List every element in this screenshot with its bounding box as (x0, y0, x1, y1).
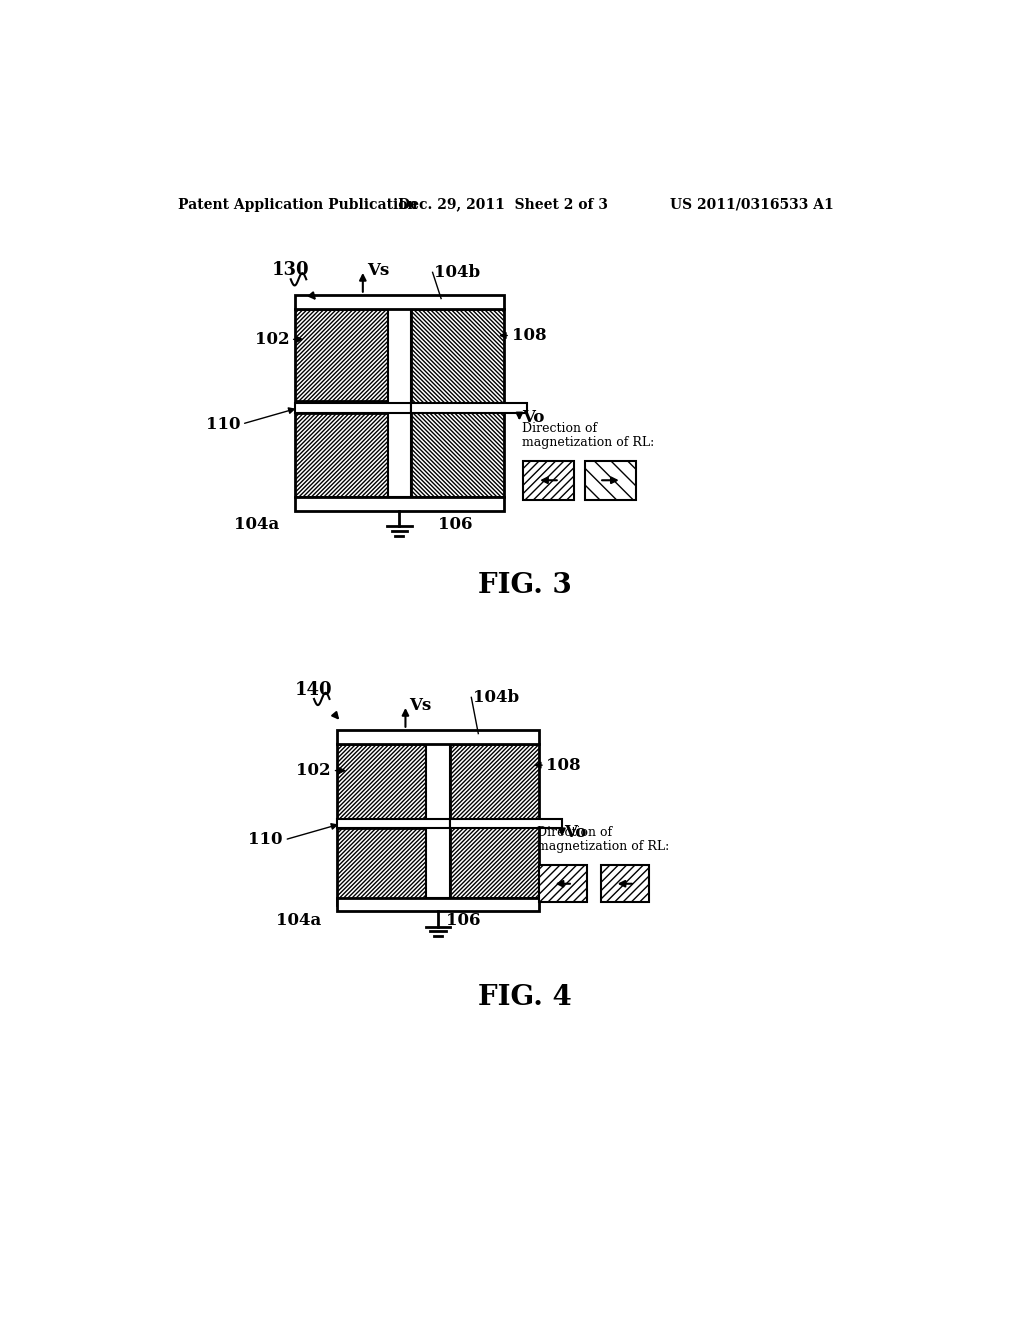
Bar (450, 743, 539, 898)
Text: Direction of: Direction of (538, 826, 612, 840)
Text: US 2011/0316533 A1: US 2011/0316533 A1 (671, 198, 835, 211)
Bar (295, 412, 388, 498)
Text: 110: 110 (206, 416, 241, 433)
Bar (388, 309, 411, 498)
Bar (295, 294, 504, 309)
Text: 106: 106 (438, 516, 472, 533)
Text: 104a: 104a (233, 516, 280, 533)
Text: Vs: Vs (367, 261, 389, 279)
Bar (295, 309, 388, 401)
Text: 104b: 104b (434, 264, 480, 281)
Bar (337, 730, 539, 743)
Text: 130: 130 (271, 261, 309, 279)
Bar (426, 743, 450, 898)
Text: 140: 140 (295, 681, 332, 698)
Bar (295, 498, 504, 511)
Bar (539, 866, 587, 903)
Text: 102: 102 (296, 762, 331, 779)
Text: FIG. 4: FIG. 4 (478, 985, 571, 1011)
Bar (337, 818, 450, 829)
Text: Vs: Vs (410, 697, 431, 714)
Bar (450, 818, 562, 829)
Text: Direction of: Direction of (521, 422, 597, 434)
Bar (601, 866, 649, 903)
Bar (586, 461, 636, 499)
Bar (411, 404, 527, 412)
Text: Patent Application Publication: Patent Application Publication (178, 198, 418, 211)
Bar (523, 461, 573, 499)
Text: magnetization of RL:: magnetization of RL: (538, 840, 670, 853)
Bar (337, 898, 539, 911)
Text: magnetization of RL:: magnetization of RL: (521, 436, 654, 449)
Text: FIG. 3: FIG. 3 (478, 573, 571, 599)
Text: 104b: 104b (473, 689, 519, 706)
Text: Vo: Vo (521, 409, 544, 425)
Text: 102: 102 (255, 331, 289, 348)
Text: Dec. 29, 2011  Sheet 2 of 3: Dec. 29, 2011 Sheet 2 of 3 (397, 198, 607, 211)
Bar (337, 829, 426, 906)
Text: 104a: 104a (276, 912, 322, 929)
Text: Vo: Vo (564, 825, 587, 841)
Text: 110: 110 (249, 832, 283, 849)
Text: 106: 106 (445, 912, 480, 929)
Bar (411, 309, 504, 498)
Text: 108: 108 (547, 756, 582, 774)
Text: 108: 108 (512, 327, 546, 345)
Bar (295, 404, 411, 412)
Bar (337, 743, 426, 821)
